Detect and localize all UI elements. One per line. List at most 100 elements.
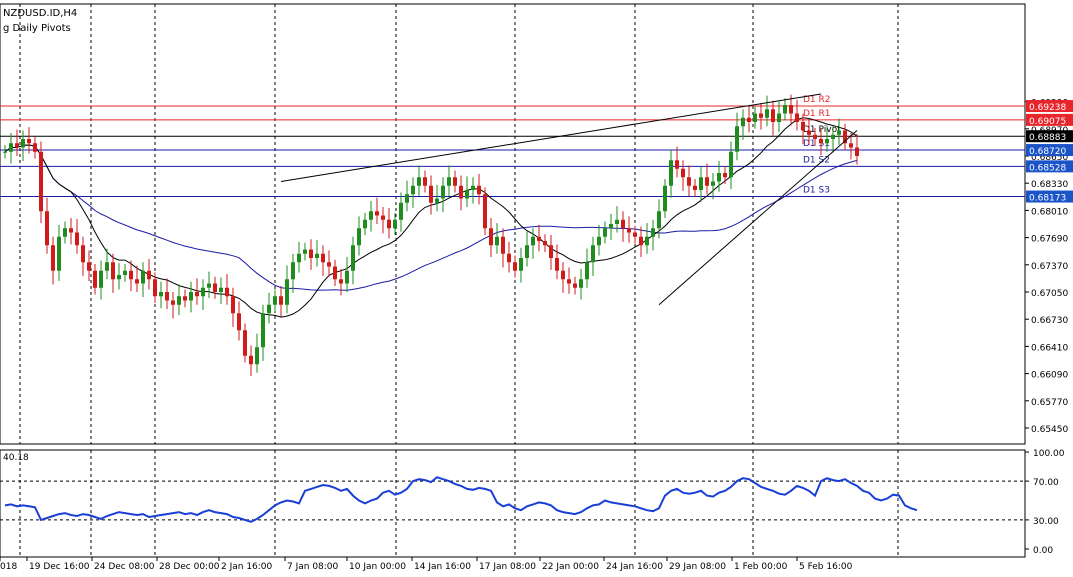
candle-bear [45,211,49,246]
candle-bull [717,173,721,182]
candle-bull [837,130,841,135]
candle-bear [243,330,247,356]
candle-bull [495,236,499,246]
candle-bear [681,168,685,178]
candle-bull [219,287,223,292]
candle-bull [741,117,745,127]
lower-trendline [658,130,858,306]
pivot-label: D1 Pivot [803,125,841,135]
candle-bear [507,253,511,263]
candle-bull [609,224,613,229]
candle-bull [603,228,607,237]
price-axis-label: 0.65450 [1031,425,1068,435]
candle-bull [177,296,181,305]
candle-bull [297,253,301,263]
candle-bull [399,202,403,220]
candle-bull [729,151,733,178]
candle-bear [387,219,391,229]
time-axis-label: 018 [0,562,17,572]
candle-bear [693,185,697,190]
candle-bull [363,219,367,229]
candle-bear [75,232,79,246]
candle-bull [159,292,163,297]
time-axis-label: 10 Jan 00:00 [349,562,406,572]
candle-bull [435,198,439,203]
candle-bull [351,245,355,271]
price-axis-label: 0.67050 [1031,289,1068,299]
pivot-price-tag [1026,190,1073,203]
oscillator-current-value: 40.18 [3,453,29,463]
price-axis-label: 0.67690 [1031,235,1068,245]
candle-bull [63,228,67,237]
candle-bear [147,270,151,280]
candle-bear [819,139,823,144]
candle-bear [555,258,559,271]
candle-bear [723,173,727,178]
candle-bull [651,228,655,237]
candle-bear [855,147,859,156]
candle-bear [129,270,133,280]
candle-bull [579,279,583,288]
candle-bear [801,122,805,131]
main-panel-frame [0,3,1026,445]
candle-bull [267,304,271,314]
time-axis-label: 29 Jan 08:00 [669,562,726,572]
price-axis-label: 0.66410 [1031,343,1068,353]
candle-bull [207,283,211,288]
candle-bear [675,160,679,169]
candle-bull [99,270,103,288]
candle-bear [93,270,97,288]
candle-bull [831,134,835,139]
candle-bear [789,105,793,114]
candle-bear [747,117,751,122]
candle-bull [369,211,373,220]
oscillator-axis-label: 0.00 [1033,546,1053,556]
candle-bear [27,139,31,144]
candle-bear [633,232,637,237]
candle-bull [123,270,127,275]
candle-bull [597,236,601,246]
candle-bear [87,262,91,271]
candle-bull [657,211,661,229]
pivot-label: D1 S3 [803,186,830,196]
candle-bull [261,313,265,348]
candle-bull [57,236,61,271]
pivot-label: D1 R1 [803,109,831,119]
candle-bear [567,279,571,284]
candle-bear [537,236,541,241]
candle-bear [621,219,625,229]
candle-bear [453,177,457,186]
candle-bull [189,292,193,301]
candle-bull [315,253,319,258]
candle-bull [345,270,349,284]
candle-bear [459,185,463,199]
pivot-label: D1 S1 [803,139,830,149]
candle-bear [477,185,481,195]
price-axis-label: 0.66730 [1031,316,1068,326]
candle-bull [405,194,409,203]
candle-bull [411,185,415,195]
pivot-price-tag-text: 0.68720 [1029,147,1066,157]
candle-bear [69,228,73,233]
candle-bull [441,185,445,199]
candle-bear [489,228,493,246]
candle-bear [639,236,643,246]
candle-bull [471,185,475,190]
pivot-price-tag [1026,113,1073,126]
indicator-name: g Daily Pivots [3,23,71,34]
candle-bull [699,177,703,190]
candle-bear [111,262,115,280]
time-axis-label: 5 Feb 16:00 [799,562,853,572]
candle-bear [813,134,817,139]
candle-bull [201,287,205,297]
time-axis-label: 24 Dec 08:00 [94,562,155,572]
price-axis-label: 0.65770 [1031,398,1068,408]
pivot-price-tag [1026,144,1073,157]
price-axis-label: 0.68650 [1031,153,1068,163]
candle-bear [135,279,139,284]
candle-bear [381,215,385,220]
candle-bull [291,262,295,280]
candle-bear [375,211,379,216]
candle-bull [735,126,739,152]
